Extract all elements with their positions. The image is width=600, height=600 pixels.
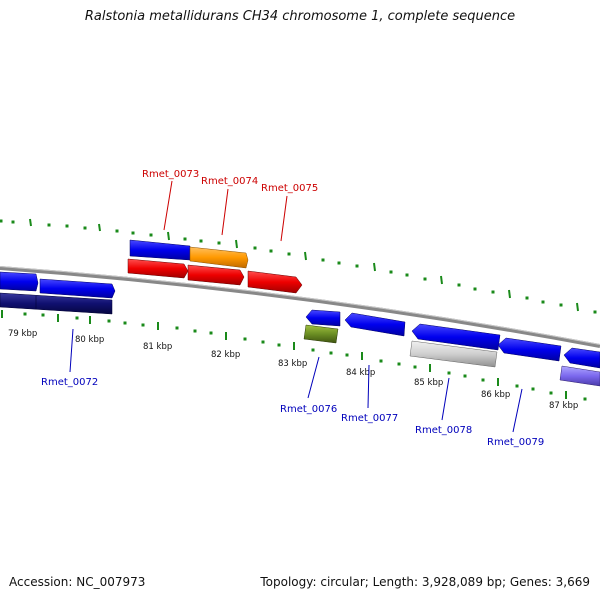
tick-label: 79 kbp [8,329,37,339]
gene-rmet-0075-arrow [247,270,303,294]
gene-rmet-0077-arrow [344,312,406,337]
accession-text: Accession: NC_007973 [9,575,146,589]
gene-rmet-0074-arrow [187,264,245,286]
tick-labels: 79 kbp 80 kbp 81 kbp 82 kbp 83 kbp 84 kb… [8,329,578,411]
label-rmet-0072: Rmet_0072 [41,377,98,388]
label-rmet-0078: Rmet_0078 [415,425,472,436]
map-title: Ralstonia metallidurans CH34 chromosome … [84,9,516,24]
tick-label: 84 kbp [346,368,375,378]
tick-label: 86 kbp [481,390,510,400]
label-rmet-0075: Rmet_0075 [261,183,318,194]
tick-label: 83 kbp [278,359,307,369]
genome-summary-text: Topology: circular; Length: 3,928,089 bp… [260,575,590,589]
label-rmet-0073: Rmet_0073 [142,169,199,180]
callout-lines [69,180,523,433]
inner-tick-ring [1,310,587,401]
label-rmet-0079: Rmet_0079 [487,437,544,448]
gene-rmet-0079-arrow [497,337,562,362]
gene-rmet-0080-feature [559,365,600,387]
label-rmet-0076: Rmet_0076 [280,404,337,415]
gene-rmet-0076-arrow [305,309,341,327]
tick-label: 87 kbp [549,401,578,411]
gene-rmet-0071-feature [0,271,39,292]
gene-rmet-0073-arrow [127,258,189,279]
reverse-genes [0,292,600,387]
gene-labels: Rmet_0073 Rmet_0074 Rmet_0075 Rmet_0072 … [41,169,544,448]
gene-rmet-0078-arrow [411,323,501,351]
tick-label: 85 kbp [414,378,443,388]
gene-rmet-0076-feature [303,324,339,344]
gene-rmet-0072-feature [0,292,113,315]
outer-tick-ring [0,218,597,314]
gene-rmet-0071b-feature [39,278,116,299]
gene-rmet-0080-arrow [563,347,600,369]
gene-rmet-0074-feature [189,246,249,269]
tick-label: 82 kbp [211,350,240,360]
tick-label: 80 kbp [75,335,104,345]
forward-genes [0,239,303,299]
label-rmet-0077: Rmet_0077 [341,413,398,424]
gene-rmet-0073-feature [129,239,191,261]
tick-label: 81 kbp [143,342,172,352]
label-rmet-0074: Rmet_0074 [201,176,258,187]
chromosome-backbone [0,266,600,348]
gene-rmet-0078-feature [409,340,498,368]
